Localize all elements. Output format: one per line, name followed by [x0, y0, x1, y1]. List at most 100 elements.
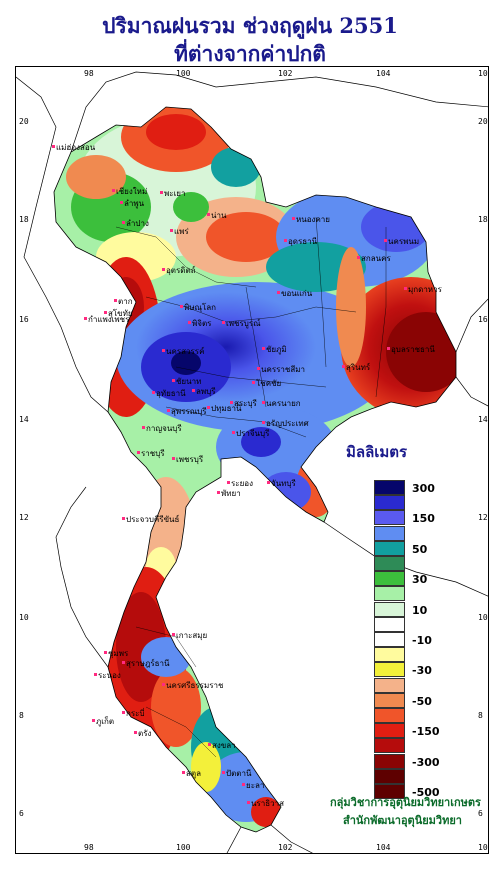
place-label: ราชบุรี [141, 449, 165, 458]
place-marker [262, 347, 265, 350]
place-marker [208, 743, 211, 746]
map-subtitle: ที่ต่างจากค่าปกติ [174, 41, 326, 66]
lat-tick-6-right: 6 [478, 809, 483, 818]
legend-swatch [374, 647, 405, 663]
lon-tick-106-bottom: 106 [478, 843, 488, 852]
place-marker [257, 367, 260, 370]
lat-tick-20-right: 20 [478, 117, 488, 126]
place-marker [277, 291, 280, 294]
map-title: ปริมาณฝนรวม ช่วงฤดูฝน 2551 [102, 13, 398, 38]
place-marker [172, 379, 175, 382]
lat-tick-10: 10 [19, 613, 29, 622]
place-label: มุกดาหาร [408, 285, 442, 294]
lon-tick-104-bottom: 104 [376, 843, 391, 852]
lat-tick-18: 18 [19, 215, 29, 224]
legend-label: -50 [412, 694, 432, 708]
place-marker [134, 731, 137, 734]
lat-tick-12: 12 [19, 513, 29, 522]
place-label: ลำปาง [126, 219, 149, 228]
place-marker [104, 651, 107, 654]
place-marker [207, 406, 210, 409]
place-label: พิษณุโลก [184, 303, 217, 312]
legend-swatch [374, 708, 405, 723]
place-marker [122, 221, 125, 224]
legend-swatch [374, 571, 405, 587]
lat-tick-18-right: 18 [478, 215, 488, 224]
legend-label: -30 [412, 664, 432, 678]
legend-swatch [374, 632, 405, 647]
place-marker [120, 201, 123, 204]
place-label: โชคชัย [256, 379, 282, 388]
place-label: ประจวบคีรีขันธ์ [126, 515, 180, 524]
place-label: พะเยา [164, 189, 186, 198]
place-marker [167, 409, 170, 412]
place-label: นครสวรรค์ [166, 347, 205, 356]
place-marker [172, 633, 175, 636]
place-label: พัทยา [221, 489, 241, 498]
place-marker [182, 771, 185, 774]
place-marker [207, 213, 210, 216]
place-label: เพชรบุรี [176, 455, 204, 464]
place-label: กำแพงเพชร [88, 315, 130, 324]
place-label: นครนายก [266, 399, 301, 408]
lon-tick-98-bottom: 98 [84, 843, 94, 852]
legend-label: -150 [412, 725, 440, 739]
place-marker [180, 305, 183, 308]
place-marker [142, 426, 145, 429]
place-label: สุโขทัย [108, 309, 133, 318]
place-marker [92, 719, 95, 722]
place-marker [172, 457, 175, 460]
place-label: พิจิตร [192, 319, 212, 328]
place-label: ลพบุรี [196, 387, 216, 396]
legend-swatch [374, 495, 405, 511]
lon-tick-100: 100 [176, 69, 191, 78]
place-label: ชัยภูมิ [266, 345, 287, 354]
credit-line-1: กลุ่มวิชาการอุตุนิยมวิทยาเกษตร [330, 796, 481, 809]
place-label: สตูล [186, 769, 201, 778]
place-label: ขอนแก่น [281, 289, 313, 298]
legend-swatch [374, 784, 405, 799]
legend-label: -10 [412, 634, 432, 647]
legend-swatch [374, 723, 405, 739]
place-label: ชัยนาท [176, 377, 202, 386]
lon-tick-100-bottom: 100 [176, 843, 191, 852]
place-label: นราธิวาส [251, 799, 285, 808]
place-label: เกาะสมุย [176, 631, 208, 640]
place-marker [170, 229, 173, 232]
place-label: อุบลราชธานี [391, 345, 435, 354]
lat-tick-10-right: 10 [478, 613, 488, 622]
place-marker [122, 517, 125, 520]
place-label: นครศรีธรรมราช [166, 681, 224, 690]
place-marker [387, 347, 390, 350]
place-marker [262, 401, 265, 404]
place-marker [217, 491, 220, 494]
place-marker [122, 711, 125, 714]
legend-swatch [374, 556, 405, 571]
place-label: แม่ฮ่องสอน [56, 143, 96, 152]
place-marker [188, 321, 191, 324]
place-marker [222, 321, 225, 324]
place-marker [192, 389, 195, 392]
place-label: สงขลา [212, 741, 236, 750]
legend-swatch [374, 662, 405, 678]
lat-tick-8-right: 8 [478, 711, 483, 720]
legend-swatch [374, 525, 405, 541]
place-label: น่าน [211, 211, 227, 220]
place-marker [52, 145, 55, 148]
place-label: สกลนคร [361, 254, 391, 263]
legend-swatch [374, 692, 405, 708]
lon-tick-104: 104 [376, 69, 391, 78]
legend-label: 300 [412, 482, 435, 495]
place-marker [262, 421, 265, 424]
legend-swatch [374, 510, 405, 526]
place-label: อุดรธานี [288, 237, 318, 246]
place-marker [230, 401, 233, 404]
place-marker [384, 239, 387, 242]
place-label: อุทัยธานี [156, 389, 186, 398]
lon-tick-102-bottom: 102 [278, 843, 293, 852]
place-marker [162, 683, 165, 686]
place-marker [84, 317, 87, 320]
legend-swatch [374, 586, 405, 602]
legend-swatch [374, 616, 405, 632]
place-label: ปัตตานี [226, 769, 252, 778]
